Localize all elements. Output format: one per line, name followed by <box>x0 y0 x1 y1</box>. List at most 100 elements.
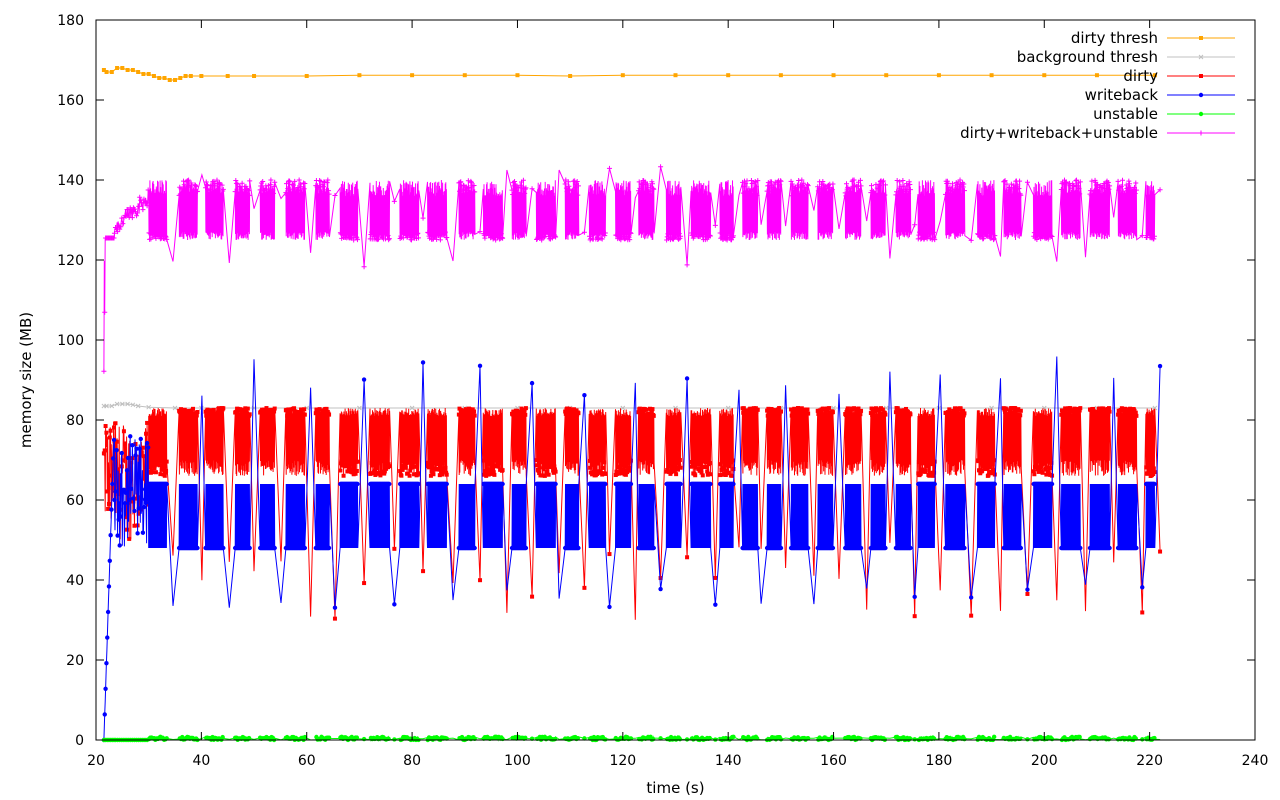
data-point <box>1044 472 1049 477</box>
series-line <box>103 403 1155 409</box>
data-point <box>708 472 713 477</box>
data-point <box>125 401 130 407</box>
data-point <box>190 188 196 194</box>
data-point <box>491 470 496 475</box>
data-point <box>923 468 928 473</box>
data-point <box>354 468 359 473</box>
data-point <box>1106 186 1112 192</box>
data-point <box>603 471 608 476</box>
data-point <box>123 213 129 219</box>
data-point <box>510 192 516 198</box>
data-point <box>671 459 676 464</box>
data-point <box>949 185 955 191</box>
data-point <box>529 380 535 386</box>
data-point <box>826 184 832 190</box>
x-tick-label: 160 <box>820 753 847 769</box>
data-point <box>639 181 645 187</box>
data-point <box>142 497 148 502</box>
data-point <box>135 531 140 536</box>
data-point <box>576 411 581 416</box>
data-point <box>650 407 655 412</box>
y-tick-label: 120 <box>57 253 84 269</box>
data-point <box>290 182 296 188</box>
data-point <box>332 605 338 610</box>
data-point <box>745 413 750 418</box>
legend-marker <box>1198 111 1204 117</box>
data-point <box>930 229 936 235</box>
data-point <box>906 190 912 196</box>
data-point <box>713 575 718 580</box>
data-point <box>1032 472 1037 477</box>
series-writeback <box>101 356 1163 743</box>
data-point <box>537 465 542 470</box>
data-point <box>818 191 824 197</box>
data-point <box>1130 413 1135 418</box>
data-point <box>109 507 114 512</box>
data-point <box>602 233 608 239</box>
data-point <box>384 229 390 235</box>
data-point <box>641 410 646 415</box>
data-point <box>213 189 219 195</box>
data-point <box>112 497 117 503</box>
data-point <box>478 578 483 583</box>
data-point <box>413 459 418 464</box>
data-point <box>472 189 478 195</box>
data-point <box>1105 179 1111 185</box>
data-point <box>651 413 656 418</box>
data-point <box>1133 187 1139 193</box>
data-point <box>991 236 997 242</box>
data-point <box>247 545 252 551</box>
data-point <box>698 468 703 473</box>
data-point <box>221 545 226 551</box>
data-point <box>670 468 675 473</box>
data-point <box>648 193 654 199</box>
data-point <box>125 455 131 461</box>
data-point <box>908 545 913 551</box>
data-point <box>239 407 244 412</box>
data-point <box>590 472 595 477</box>
data-point <box>753 413 758 418</box>
data-point <box>778 73 783 78</box>
data-point <box>444 481 449 487</box>
data-point <box>883 405 889 411</box>
data-point <box>400 467 405 472</box>
data-point <box>121 429 126 434</box>
data-point <box>575 183 581 189</box>
data-point <box>437 237 443 243</box>
data-point <box>1152 735 1157 741</box>
data-point <box>105 609 111 615</box>
data-point <box>1101 413 1106 418</box>
data-point <box>1125 187 1131 193</box>
data-point <box>485 467 490 472</box>
data-point <box>164 236 170 242</box>
data-point <box>444 234 450 240</box>
data-point <box>830 410 835 415</box>
data-point <box>215 185 221 191</box>
data-point <box>129 215 135 221</box>
data-point <box>135 403 141 409</box>
data-point <box>819 181 825 187</box>
data-point <box>1024 179 1030 185</box>
data-point <box>755 545 760 551</box>
data-point <box>748 188 754 194</box>
data-point <box>268 177 274 183</box>
data-point <box>1095 181 1101 187</box>
y-tick-label: 160 <box>57 93 84 109</box>
data-point <box>129 486 134 492</box>
data-point <box>720 459 725 464</box>
data-point <box>1060 188 1066 194</box>
data-point <box>318 189 324 195</box>
series-dirty-thresh <box>101 66 1157 82</box>
data-point <box>849 191 855 197</box>
data-point <box>1025 591 1030 596</box>
data-point <box>641 190 647 196</box>
data-point <box>581 229 587 235</box>
data-point <box>103 686 108 691</box>
data-point <box>216 406 221 411</box>
data-point <box>372 231 378 237</box>
data-point <box>403 463 408 468</box>
data-point <box>539 460 544 465</box>
data-point <box>114 401 120 407</box>
data-point <box>425 229 431 235</box>
